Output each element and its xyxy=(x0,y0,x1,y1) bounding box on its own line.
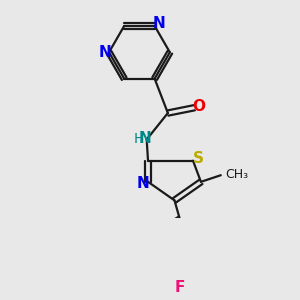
Text: N: N xyxy=(99,45,111,60)
Text: H: H xyxy=(134,132,145,146)
Text: N: N xyxy=(152,16,165,31)
Text: N: N xyxy=(136,176,149,191)
Text: S: S xyxy=(193,151,204,166)
Text: N: N xyxy=(139,131,152,146)
Text: O: O xyxy=(193,100,206,115)
Text: F: F xyxy=(175,280,185,295)
Text: CH₃: CH₃ xyxy=(226,168,249,181)
